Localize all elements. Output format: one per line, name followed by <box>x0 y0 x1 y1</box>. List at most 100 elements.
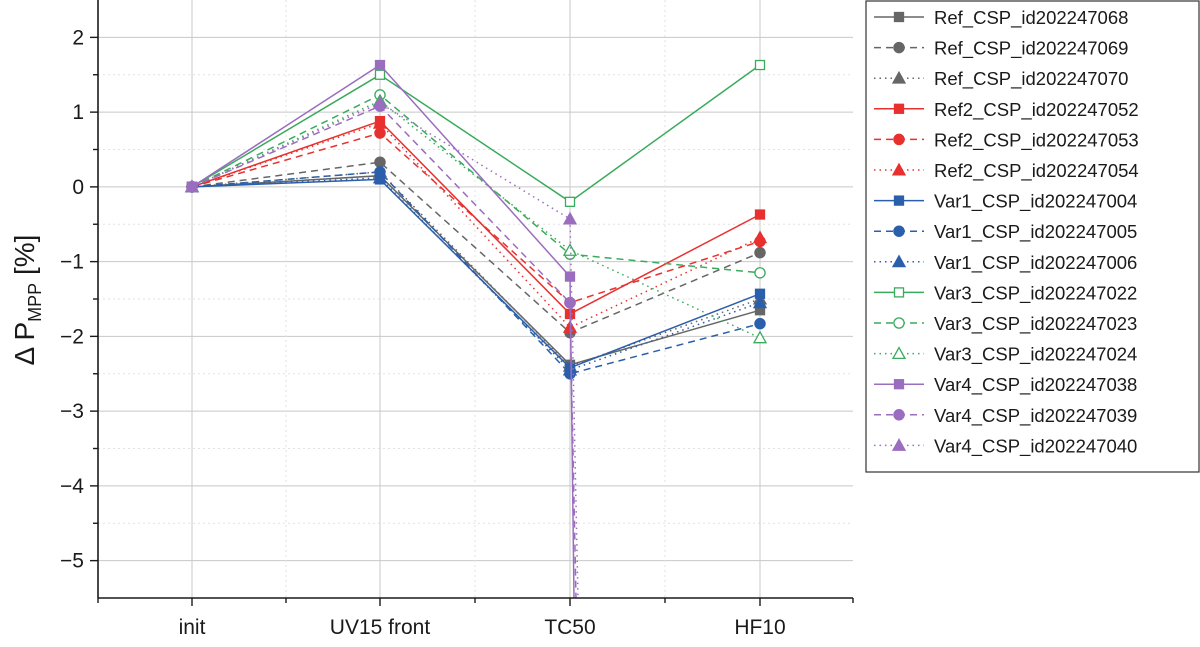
data-point <box>564 271 576 282</box>
legend-marker <box>891 254 907 268</box>
legend-item: Var4_CSP_id202247039 <box>874 405 1137 427</box>
x-tick-label: TC50 <box>544 616 595 639</box>
data-point <box>372 95 388 109</box>
legend-label: Var4_CSP_id202247038 <box>934 374 1137 396</box>
y-tick-labels: −5 −4 −3 −2 −1 0 1 2 <box>60 26 84 572</box>
series-line <box>191 161 761 334</box>
legend-marker <box>891 162 907 176</box>
legend-label: Ref2_CSP_id202247054 <box>934 160 1139 182</box>
series-line <box>191 120 761 315</box>
data-point <box>372 170 388 184</box>
legend-label: Var3_CSP_id202247022 <box>934 282 1137 304</box>
data-point <box>372 115 388 129</box>
legend-marker <box>893 317 905 329</box>
data-point <box>184 179 200 193</box>
legend-item: Var1_CSP_id202247005 <box>874 221 1137 243</box>
legend-item: Var1_CSP_id202247006 <box>874 252 1137 274</box>
legend-box <box>865 0 1200 473</box>
data-point <box>374 69 386 80</box>
data-point <box>562 243 578 256</box>
y-tick-label: −2 <box>60 325 84 348</box>
y-tick-label: 2 <box>72 26 84 49</box>
y-tick-label: 0 <box>72 176 84 199</box>
series-line <box>191 171 761 375</box>
legend-label: Var4_CSP_id202247039 <box>934 405 1137 427</box>
series-line <box>191 105 577 598</box>
legend-item: Ref_CSP_id202247070 <box>874 68 1128 90</box>
legend-label: Var1_CSP_id202247006 <box>934 252 1137 274</box>
legend-label: Ref_CSP_id202247068 <box>934 7 1128 29</box>
data-point <box>752 330 768 344</box>
series-line <box>191 64 761 203</box>
series-line <box>191 177 761 371</box>
data-point <box>562 211 578 225</box>
legend-item: Ref2_CSP_id202247052 <box>874 99 1139 121</box>
legend-label: Var3_CSP_id202247023 <box>934 313 1137 335</box>
grid <box>98 0 853 598</box>
series-line <box>191 122 761 329</box>
legend-label: Var1_CSP_id202247005 <box>934 221 1137 243</box>
data-point <box>564 296 576 309</box>
series-Ref2_CSP_id202247052 <box>186 115 766 320</box>
y-tick-label: −3 <box>60 400 84 423</box>
legend-label: Var1_CSP_id202247004 <box>934 191 1137 213</box>
legend-marker <box>891 70 907 84</box>
y-tick-label: −1 <box>60 251 84 274</box>
data-point <box>754 209 766 220</box>
legend-item: Var3_CSP_id202247024 <box>874 344 1137 366</box>
legend-item: Var1_CSP_id202247004 <box>874 191 1137 213</box>
legend-marker <box>893 287 905 298</box>
legend-marker <box>893 103 905 114</box>
legend-item: Var3_CSP_id202247022 <box>874 282 1137 304</box>
series-Var1_CSP_id202247006 <box>184 170 768 376</box>
y-tick-label: −4 <box>60 475 84 498</box>
legend-marker <box>893 11 905 23</box>
y-tick-label: −5 <box>60 550 84 573</box>
legend-label: Ref2_CSP_id202247053 <box>934 129 1139 151</box>
series-Var4_CSP_id202247040 <box>184 95 579 598</box>
legend-item: Var4_CSP_id202247038 <box>874 374 1137 396</box>
legend-label: Var4_CSP_id202247040 <box>934 435 1137 457</box>
legend-label: Ref_CSP_id202247070 <box>934 68 1128 90</box>
y-axis-label-suffix: [%] <box>9 235 40 283</box>
legend-item: Ref2_CSP_id202247053 <box>874 129 1139 151</box>
series-Ref_CSP_id202247070 <box>184 164 768 372</box>
data-point <box>752 230 768 244</box>
legend-marker <box>893 379 905 390</box>
data-point <box>754 317 766 330</box>
series-layer <box>184 59 768 598</box>
legend-label: Ref2_CSP_id202247052 <box>934 99 1139 121</box>
legend-marker <box>891 346 907 360</box>
axes <box>90 0 854 606</box>
series-line <box>191 174 761 366</box>
series-line <box>191 171 761 368</box>
x-tick-label: init <box>179 616 206 639</box>
legend-item: Ref_CSP_id202247068 <box>874 7 1128 29</box>
legend-item: Var3_CSP_id202247023 <box>874 313 1137 335</box>
series-line <box>191 64 575 598</box>
legend-marker <box>893 133 905 146</box>
legend-marker <box>893 41 905 54</box>
legend-marker <box>891 438 907 451</box>
data-point <box>374 59 386 71</box>
legend-item: Ref2_CSP_id202247054 <box>874 160 1139 182</box>
legend-item: Var4_CSP_id202247040 <box>874 435 1137 457</box>
y-tick-label: 1 <box>72 101 84 124</box>
y-axis-label-subscript: MPP <box>25 283 45 322</box>
y-axis-label: Δ PMPP [%] <box>9 235 45 366</box>
series-line <box>191 94 761 274</box>
x-tick-labels: init UV15 front TC50 HF10 <box>179 616 786 639</box>
data-point <box>374 127 386 139</box>
legend-label: Ref_CSP_id202247069 <box>934 38 1128 60</box>
data-point <box>752 295 768 309</box>
legend-marker <box>893 225 905 237</box>
legend: Ref_CSP_id202247068 Ref_CSP_id202247069 Re… <box>865 0 1200 473</box>
data-point <box>754 267 766 279</box>
legend-marker <box>893 409 905 421</box>
series-Var1_CSP_id202247005 <box>186 166 766 380</box>
data-point <box>754 59 766 71</box>
series-Var4_CSP_id202247038 <box>186 59 576 598</box>
data-point <box>754 246 766 259</box>
x-tick-label: UV15 front <box>330 616 431 639</box>
